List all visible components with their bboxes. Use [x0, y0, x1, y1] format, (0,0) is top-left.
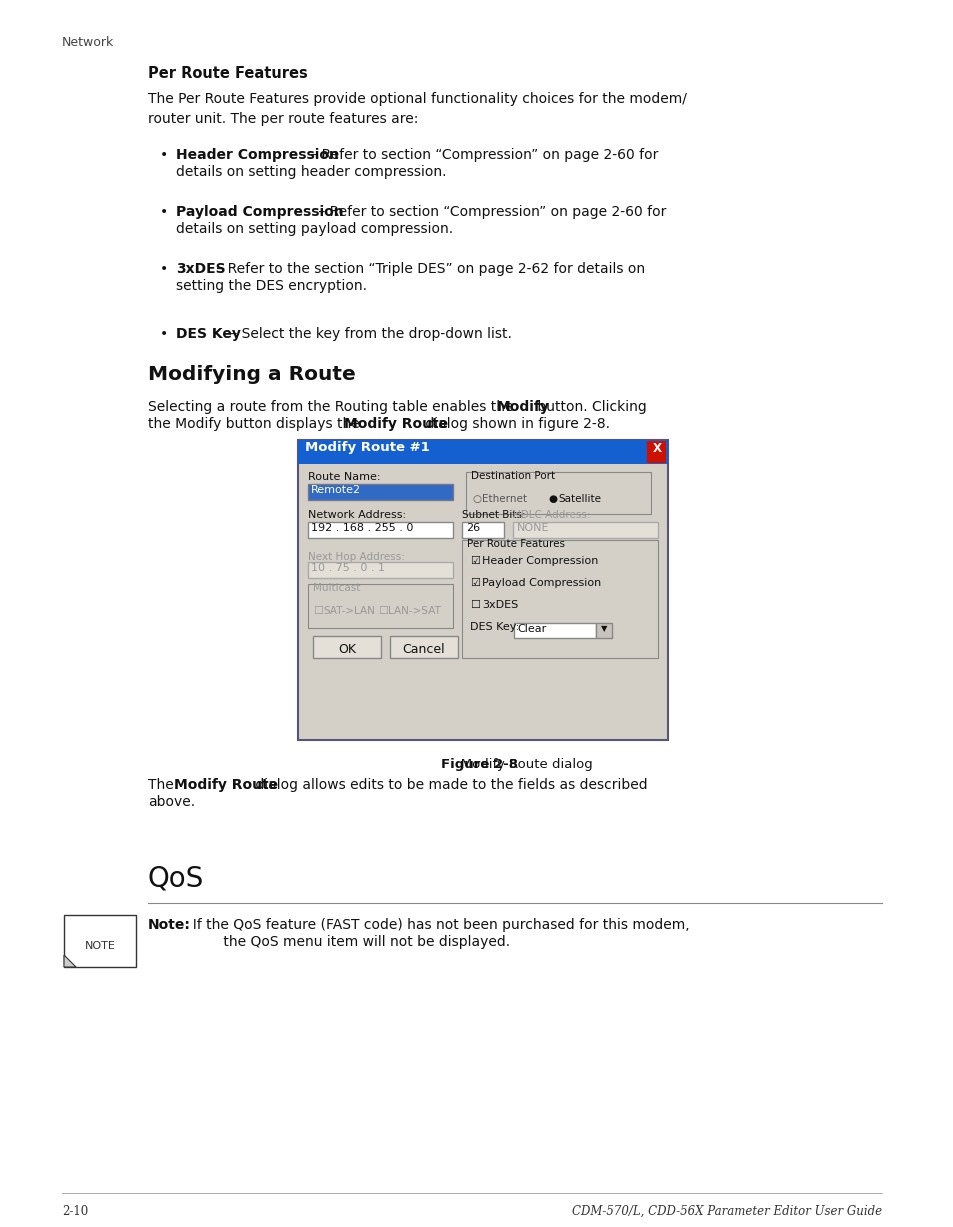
Text: ○: ○ [472, 494, 480, 504]
Text: Payload Compression: Payload Compression [175, 205, 343, 218]
Text: 26: 26 [465, 523, 479, 533]
Bar [646, 440, 665, 463]
Text: •: • [160, 263, 168, 276]
Bar [308, 584, 453, 628]
Text: dialog allows edits to be made to the fields as described: dialog allows edits to be made to the fi… [251, 778, 647, 791]
Bar [465, 472, 650, 514]
Bar [64, 915, 136, 967]
Text: – Refer to the section “Triple DES” on page 2-62 for details on: – Refer to the section “Triple DES” on p… [212, 263, 644, 276]
Text: ☐: ☐ [470, 600, 479, 610]
Text: Modifying a Route: Modifying a Route [148, 364, 355, 384]
Text: The: The [148, 778, 178, 791]
Text: Modify: Modify [497, 400, 549, 413]
Bar [313, 636, 380, 658]
Text: Satellite: Satellite [558, 494, 600, 504]
Bar [514, 623, 596, 638]
Text: 3xDES: 3xDES [175, 263, 226, 276]
Text: Cancel: Cancel [402, 643, 445, 656]
Text: •: • [160, 328, 168, 341]
Text: 2-10: 2-10 [62, 1205, 89, 1218]
Text: 192 . 168 . 255 . 0: 192 . 168 . 255 . 0 [311, 523, 413, 533]
Text: The Per Route Features provide optional functionality choices for the modem/
rou: The Per Route Features provide optional … [148, 92, 686, 125]
Text: DES Key: DES Key [175, 328, 240, 341]
Text: – Select the key from the drop-down list.: – Select the key from the drop-down list… [226, 328, 512, 341]
Text: Multicast: Multicast [313, 583, 360, 593]
Bar [308, 521, 453, 537]
Text: Clear: Clear [517, 625, 546, 634]
Text: Selecting a route from the Routing table enables the: Selecting a route from the Routing table… [148, 400, 517, 413]
Text: dialog shown in figure 2-8.: dialog shown in figure 2-8. [420, 417, 609, 431]
Text: QoS: QoS [148, 865, 204, 893]
Text: Per Route Features: Per Route Features [467, 539, 564, 548]
Text: above.: above. [148, 795, 195, 809]
Text: Ethernet: Ethernet [481, 494, 526, 504]
Text: Header Compression: Header Compression [175, 148, 338, 162]
Text: Modify Route dialog: Modify Route dialog [447, 758, 592, 771]
Text: ☑: ☑ [470, 556, 479, 566]
Text: Figure 2-8: Figure 2-8 [441, 758, 518, 771]
Text: If the QoS feature (FAST code) has not been purchased for this modem,: If the QoS feature (FAST code) has not b… [184, 918, 689, 933]
Text: NONE: NONE [517, 523, 549, 533]
Polygon shape [64, 955, 76, 967]
Text: 10 . 75 . 0 . 1: 10 . 75 . 0 . 1 [311, 563, 385, 573]
Bar [297, 440, 667, 740]
Text: – Refer to section “Compression” on page 2-60 for: – Refer to section “Compression” on page… [314, 205, 666, 218]
Text: SAT->LAN: SAT->LAN [323, 606, 375, 616]
Text: – Refer to section “Compression” on page 2-60 for: – Refer to section “Compression” on page… [306, 148, 658, 162]
Text: Subnet Bits:: Subnet Bits: [461, 510, 525, 520]
Text: Next Hop Address:: Next Hop Address: [308, 552, 404, 562]
Text: Per Route Features: Per Route Features [148, 66, 308, 81]
Bar [513, 521, 658, 537]
Bar [390, 636, 457, 658]
Text: Modify Route: Modify Route [173, 778, 278, 791]
Text: Network: Network [62, 36, 114, 49]
Text: Destination Port: Destination Port [471, 471, 555, 481]
Text: Header Compression: Header Compression [481, 556, 598, 566]
Text: OK: OK [337, 643, 355, 656]
Text: Note:: Note: [148, 918, 191, 933]
Text: 3xDES: 3xDES [481, 600, 517, 610]
Text: details on setting header compression.: details on setting header compression. [175, 164, 446, 179]
Text: button. Clicking: button. Clicking [533, 400, 646, 413]
Bar [308, 483, 453, 499]
Text: LAN->SAT: LAN->SAT [388, 606, 440, 616]
Text: Modify Route: Modify Route [344, 417, 448, 431]
Text: setting the DES encryption.: setting the DES encryption. [175, 279, 367, 293]
Text: HDLC Address:: HDLC Address: [513, 510, 590, 520]
Text: DES Key:: DES Key: [470, 622, 518, 632]
Text: ☐: ☐ [313, 606, 323, 616]
Bar [461, 540, 658, 658]
Bar [308, 562, 453, 578]
Bar [596, 623, 612, 638]
Text: X: X [652, 442, 660, 455]
Text: Remote2: Remote2 [311, 485, 361, 494]
Bar [461, 521, 503, 537]
Text: CDM-570/L, CDD-56X Parameter Editor User Guide: CDM-570/L, CDD-56X Parameter Editor User… [571, 1205, 882, 1218]
Text: ●: ● [547, 494, 557, 504]
Text: •: • [160, 205, 168, 218]
Text: the QoS menu item will not be displayed.: the QoS menu item will not be displayed. [184, 935, 510, 948]
Text: ▼: ▼ [600, 625, 607, 633]
Text: NOTE: NOTE [85, 941, 115, 951]
Text: details on setting payload compression.: details on setting payload compression. [175, 222, 453, 236]
Text: ☐: ☐ [377, 606, 388, 616]
Text: the Modify button displays the: the Modify button displays the [148, 417, 364, 431]
Text: Modify Route #1: Modify Route #1 [305, 440, 429, 454]
Text: Network Address:: Network Address: [308, 510, 406, 520]
Text: •: • [160, 148, 168, 162]
Bar [297, 440, 667, 464]
Text: Payload Compression: Payload Compression [481, 578, 600, 588]
Text: Route Name:: Route Name: [308, 472, 380, 482]
Text: ☑: ☑ [470, 578, 479, 588]
